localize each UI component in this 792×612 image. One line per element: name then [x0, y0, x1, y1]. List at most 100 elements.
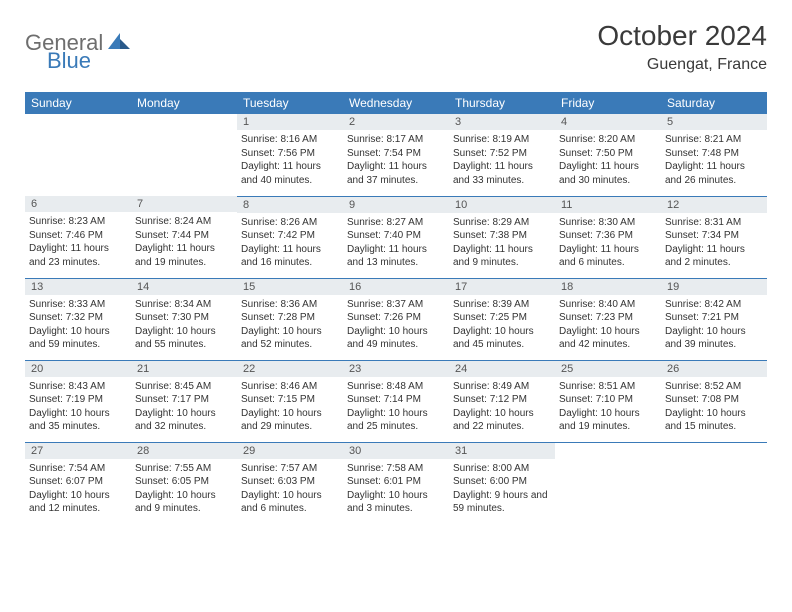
day-details: Sunrise: 8:49 AMSunset: 7:12 PMDaylight:…: [449, 377, 555, 437]
calendar-cell: 16Sunrise: 8:37 AMSunset: 7:26 PMDayligh…: [343, 278, 449, 360]
day-number: 27: [25, 443, 131, 459]
day-details: Sunrise: 7:55 AMSunset: 6:05 PMDaylight:…: [131, 459, 237, 519]
calendar-cell: 20Sunrise: 8:43 AMSunset: 7:19 PMDayligh…: [25, 360, 131, 442]
day-details: Sunrise: 8:51 AMSunset: 7:10 PMDaylight:…: [555, 377, 661, 437]
day-number: 29: [237, 443, 343, 459]
day-details: Sunrise: 8:21 AMSunset: 7:48 PMDaylight:…: [661, 130, 767, 190]
day-header: Wednesday: [343, 92, 449, 114]
day-number: 8: [237, 197, 343, 213]
day-details: Sunrise: 8:31 AMSunset: 7:34 PMDaylight:…: [661, 213, 767, 273]
title-block: October 2024 Guengat, France: [597, 20, 767, 74]
calendar-cell: 22Sunrise: 8:46 AMSunset: 7:15 PMDayligh…: [237, 360, 343, 442]
day-number: 26: [661, 361, 767, 377]
day-number: 9: [343, 197, 449, 213]
day-number: 19: [661, 279, 767, 295]
day-header: Monday: [131, 92, 237, 114]
day-header: Thursday: [449, 92, 555, 114]
day-header-row: SundayMondayTuesdayWednesdayThursdayFrid…: [25, 92, 767, 114]
day-number: 3: [449, 114, 555, 130]
day-number: 24: [449, 361, 555, 377]
calendar-cell: 12Sunrise: 8:31 AMSunset: 7:34 PMDayligh…: [661, 196, 767, 278]
calendar-cell: 9Sunrise: 8:27 AMSunset: 7:40 PMDaylight…: [343, 196, 449, 278]
day-details: Sunrise: 8:46 AMSunset: 7:15 PMDaylight:…: [237, 377, 343, 437]
day-number: 6: [25, 196, 131, 212]
day-number: 28: [131, 443, 237, 459]
calendar-cell: 17Sunrise: 8:39 AMSunset: 7:25 PMDayligh…: [449, 278, 555, 360]
day-details: Sunrise: 8:16 AMSunset: 7:56 PMDaylight:…: [237, 130, 343, 190]
day-number: 22: [237, 361, 343, 377]
day-header: Friday: [555, 92, 661, 114]
calendar-week-row: 1Sunrise: 8:16 AMSunset: 7:56 PMDaylight…: [25, 114, 767, 196]
day-details: Sunrise: 8:37 AMSunset: 7:26 PMDaylight:…: [343, 295, 449, 355]
day-details: Sunrise: 8:45 AMSunset: 7:17 PMDaylight:…: [131, 377, 237, 437]
calendar-week-row: 27Sunrise: 7:54 AMSunset: 6:07 PMDayligh…: [25, 442, 767, 524]
calendar-cell: 11Sunrise: 8:30 AMSunset: 7:36 PMDayligh…: [555, 196, 661, 278]
calendar-week-row: 20Sunrise: 8:43 AMSunset: 7:19 PMDayligh…: [25, 360, 767, 442]
day-details: Sunrise: 7:58 AMSunset: 6:01 PMDaylight:…: [343, 459, 449, 519]
day-header: Sunday: [25, 92, 131, 114]
day-number: 20: [25, 361, 131, 377]
logo-text-blue: Blue: [47, 48, 91, 73]
day-details: Sunrise: 8:36 AMSunset: 7:28 PMDaylight:…: [237, 295, 343, 355]
calendar-week-row: 6Sunrise: 8:23 AMSunset: 7:46 PMDaylight…: [25, 196, 767, 278]
day-details: Sunrise: 7:57 AMSunset: 6:03 PMDaylight:…: [237, 459, 343, 519]
day-details: Sunrise: 8:48 AMSunset: 7:14 PMDaylight:…: [343, 377, 449, 437]
month-title: October 2024: [597, 20, 767, 52]
day-number: 14: [131, 279, 237, 295]
day-details: Sunrise: 8:29 AMSunset: 7:38 PMDaylight:…: [449, 213, 555, 273]
calendar-cell: 24Sunrise: 8:49 AMSunset: 7:12 PMDayligh…: [449, 360, 555, 442]
logo-triangle-icon: [108, 33, 130, 54]
day-details: Sunrise: 8:23 AMSunset: 7:46 PMDaylight:…: [25, 212, 131, 272]
calendar-cell: 23Sunrise: 8:48 AMSunset: 7:14 PMDayligh…: [343, 360, 449, 442]
day-number: 11: [555, 197, 661, 213]
day-details: Sunrise: 8:34 AMSunset: 7:30 PMDaylight:…: [131, 295, 237, 355]
day-number: 2: [343, 114, 449, 130]
calendar-cell: 19Sunrise: 8:42 AMSunset: 7:21 PMDayligh…: [661, 278, 767, 360]
calendar-cell: 27Sunrise: 7:54 AMSunset: 6:07 PMDayligh…: [25, 442, 131, 524]
calendar-cell: 10Sunrise: 8:29 AMSunset: 7:38 PMDayligh…: [449, 196, 555, 278]
day-number: 7: [131, 196, 237, 212]
calendar-cell: 29Sunrise: 7:57 AMSunset: 6:03 PMDayligh…: [237, 442, 343, 524]
calendar-cell: 4Sunrise: 8:20 AMSunset: 7:50 PMDaylight…: [555, 114, 661, 196]
calendar-cell-empty: [131, 114, 237, 196]
day-header: Saturday: [661, 92, 767, 114]
day-number: 15: [237, 279, 343, 295]
day-number: 21: [131, 361, 237, 377]
day-details: Sunrise: 8:00 AMSunset: 6:00 PMDaylight:…: [449, 459, 555, 519]
calendar-week-row: 13Sunrise: 8:33 AMSunset: 7:32 PMDayligh…: [25, 278, 767, 360]
day-number: 5: [661, 114, 767, 130]
calendar-cell: 1Sunrise: 8:16 AMSunset: 7:56 PMDaylight…: [237, 114, 343, 196]
calendar-cell: 15Sunrise: 8:36 AMSunset: 7:28 PMDayligh…: [237, 278, 343, 360]
logo-text-blue-wrap: Blue: [47, 48, 91, 74]
day-number: 31: [449, 443, 555, 459]
day-details: Sunrise: 8:20 AMSunset: 7:50 PMDaylight:…: [555, 130, 661, 190]
day-number: 16: [343, 279, 449, 295]
calendar-cell: 25Sunrise: 8:51 AMSunset: 7:10 PMDayligh…: [555, 360, 661, 442]
day-details: Sunrise: 8:43 AMSunset: 7:19 PMDaylight:…: [25, 377, 131, 437]
calendar-body: 1Sunrise: 8:16 AMSunset: 7:56 PMDaylight…: [25, 114, 767, 524]
day-details: Sunrise: 8:39 AMSunset: 7:25 PMDaylight:…: [449, 295, 555, 355]
calendar-cell-empty: [555, 442, 661, 524]
calendar-table: SundayMondayTuesdayWednesdayThursdayFrid…: [25, 92, 767, 524]
calendar-cell: 26Sunrise: 8:52 AMSunset: 7:08 PMDayligh…: [661, 360, 767, 442]
calendar-cell-empty: [25, 114, 131, 196]
day-number: 30: [343, 443, 449, 459]
location: Guengat, France: [597, 56, 767, 74]
calendar-cell: 3Sunrise: 8:19 AMSunset: 7:52 PMDaylight…: [449, 114, 555, 196]
day-details: Sunrise: 7:54 AMSunset: 6:07 PMDaylight:…: [25, 459, 131, 519]
day-number: 25: [555, 361, 661, 377]
day-number: 23: [343, 361, 449, 377]
day-number: 1: [237, 114, 343, 130]
day-number: 4: [555, 114, 661, 130]
day-details: Sunrise: 8:42 AMSunset: 7:21 PMDaylight:…: [661, 295, 767, 355]
calendar-cell: 2Sunrise: 8:17 AMSunset: 7:54 PMDaylight…: [343, 114, 449, 196]
day-number: 12: [661, 197, 767, 213]
day-number: 13: [25, 279, 131, 295]
day-details: Sunrise: 8:24 AMSunset: 7:44 PMDaylight:…: [131, 212, 237, 272]
calendar-cell: 21Sunrise: 8:45 AMSunset: 7:17 PMDayligh…: [131, 360, 237, 442]
day-details: Sunrise: 8:17 AMSunset: 7:54 PMDaylight:…: [343, 130, 449, 190]
header: General Blue October 2024 Guengat, Franc…: [25, 20, 767, 74]
calendar-cell: 13Sunrise: 8:33 AMSunset: 7:32 PMDayligh…: [25, 278, 131, 360]
calendar-cell: 28Sunrise: 7:55 AMSunset: 6:05 PMDayligh…: [131, 442, 237, 524]
calendar-cell: 5Sunrise: 8:21 AMSunset: 7:48 PMDaylight…: [661, 114, 767, 196]
